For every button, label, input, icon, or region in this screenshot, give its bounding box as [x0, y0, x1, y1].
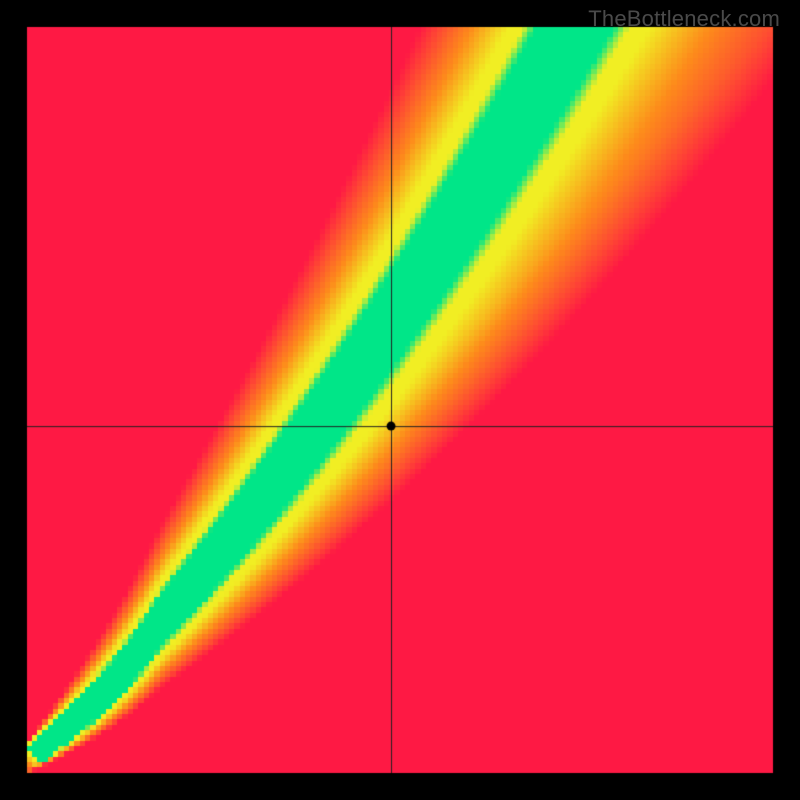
watermark-text: TheBottleneck.com: [588, 6, 780, 32]
heatmap-canvas: [0, 0, 800, 800]
chart-container: TheBottleneck.com: [0, 0, 800, 800]
